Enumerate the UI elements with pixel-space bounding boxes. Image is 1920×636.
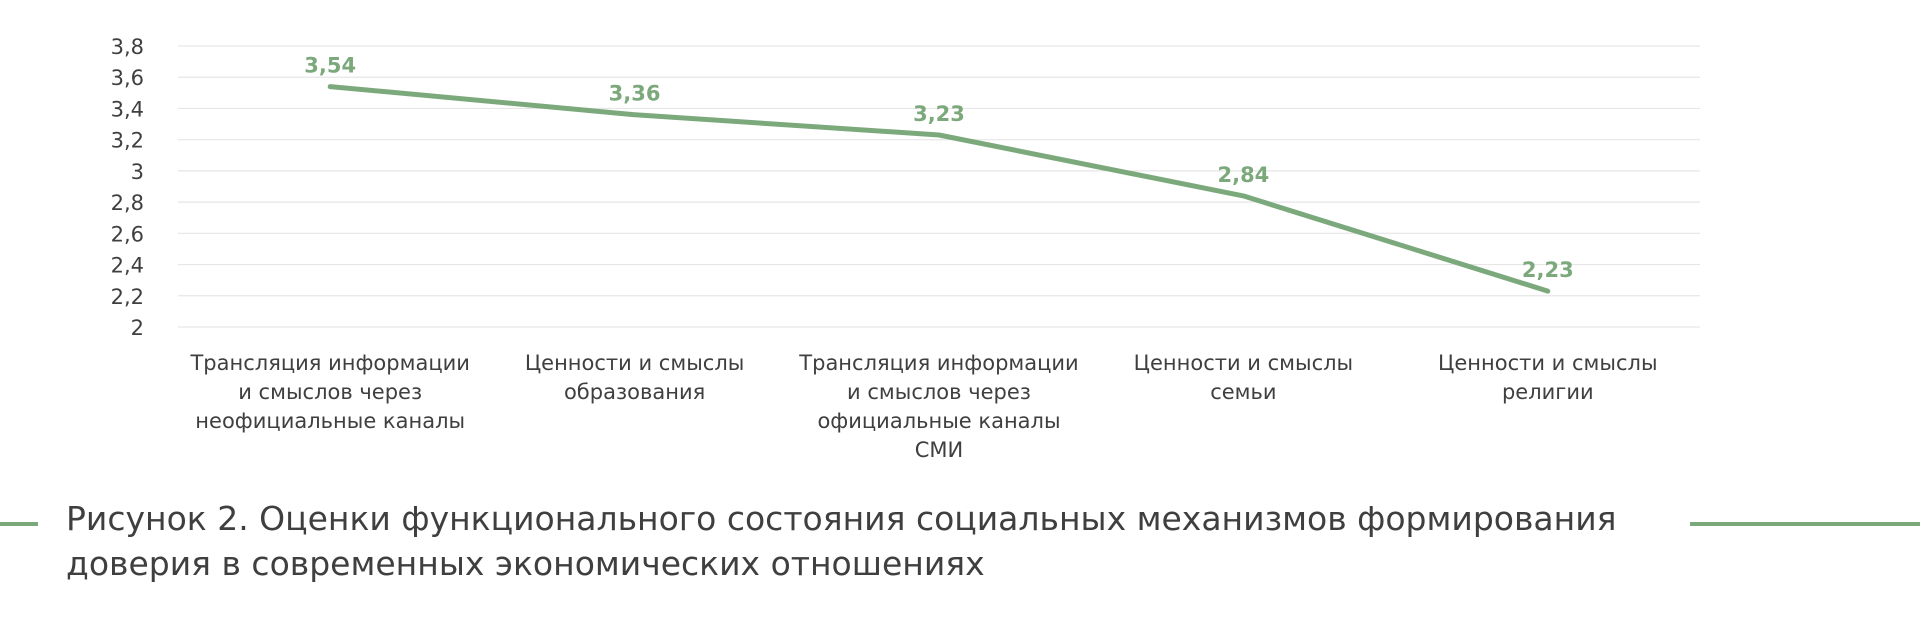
figure-caption-line-1: Рисунок 2. Оценки функционального состоя…	[66, 499, 1617, 538]
x-tick-label: Ценности и смыслы семьи	[1134, 351, 1353, 404]
x-tick-label-line: и смыслов через	[238, 380, 422, 404]
y-tick-label: 3,6	[111, 66, 144, 90]
x-tick-label: Ценности и смыслы образования	[525, 351, 744, 404]
x-tick-label-line: Ценности и смыслы	[525, 351, 744, 375]
x-tick-label: Ценности и смыслы религии	[1438, 351, 1657, 404]
x-tick-label-line: семьи	[1210, 380, 1276, 404]
data-label: 3,23	[913, 102, 965, 126]
x-tick-label-line: неофициальные каналы	[195, 409, 465, 433]
series-line	[327, 84, 1551, 294]
x-tick-label: Трансляция информации и смыслов через неоф…	[189, 351, 469, 433]
data-label: 2,23	[1522, 258, 1574, 282]
x-tick-label-line: Ценности и смыслы	[1134, 351, 1353, 375]
line-chart: 2 2,2 2,4 2,6 2,8 3 3,2 3,4 3,6 3,8 3,54 3,36 3,23 2…	[111, 35, 1700, 462]
y-tick-label: 2,6	[111, 222, 144, 246]
data-label: 3,54	[304, 54, 356, 78]
x-tick-label-line: и смыслов через	[847, 380, 1031, 404]
data-label: 2,84	[1217, 163, 1269, 187]
y-tick-label: 2,2	[111, 285, 144, 309]
grid-lines	[178, 45, 1700, 328]
y-tick-label: 3	[131, 160, 144, 184]
y-tick-label: 3,8	[111, 35, 144, 59]
figure-caption-line-2: доверия в современных экономических отно…	[66, 544, 985, 583]
series-line-layer	[327, 84, 1551, 294]
x-tick-label-line: Ценности и смыслы	[1438, 351, 1657, 375]
y-tick-label: 3,4	[111, 97, 144, 121]
x-tick-label-line: образования	[564, 380, 705, 404]
x-tick-label-line: СМИ	[915, 438, 964, 462]
x-axis-categories: Трансляция информации и смыслов через неоф…	[189, 351, 1657, 462]
x-tick-label-line: Трансляция информации	[189, 351, 469, 375]
data-label: 3,36	[609, 82, 661, 106]
x-tick-label-line: религии	[1502, 380, 1594, 404]
y-tick-label: 3,2	[111, 129, 144, 153]
caption-accent-line-left	[0, 522, 38, 526]
y-tick-label: 2,4	[111, 254, 144, 278]
y-axis-ticks: 2 2,2 2,4 2,6 2,8 3 3,2 3,4 3,6 3,8	[111, 35, 144, 340]
figure-caption: Рисунок 2. Оценки функционального состоя…	[66, 496, 1666, 586]
data-labels: 3,54 3,36 3,23 2,84 2,23	[304, 54, 1573, 283]
x-tick-label: Трансляция информации и смыслов через офиц…	[798, 351, 1078, 462]
x-tick-label-line: официальные каналы	[817, 409, 1060, 433]
y-tick-label: 2,8	[111, 191, 144, 215]
y-tick-label: 2	[131, 316, 144, 340]
caption-accent-line-right	[1690, 522, 1920, 526]
x-tick-label-line: Трансляция информации	[798, 351, 1078, 375]
